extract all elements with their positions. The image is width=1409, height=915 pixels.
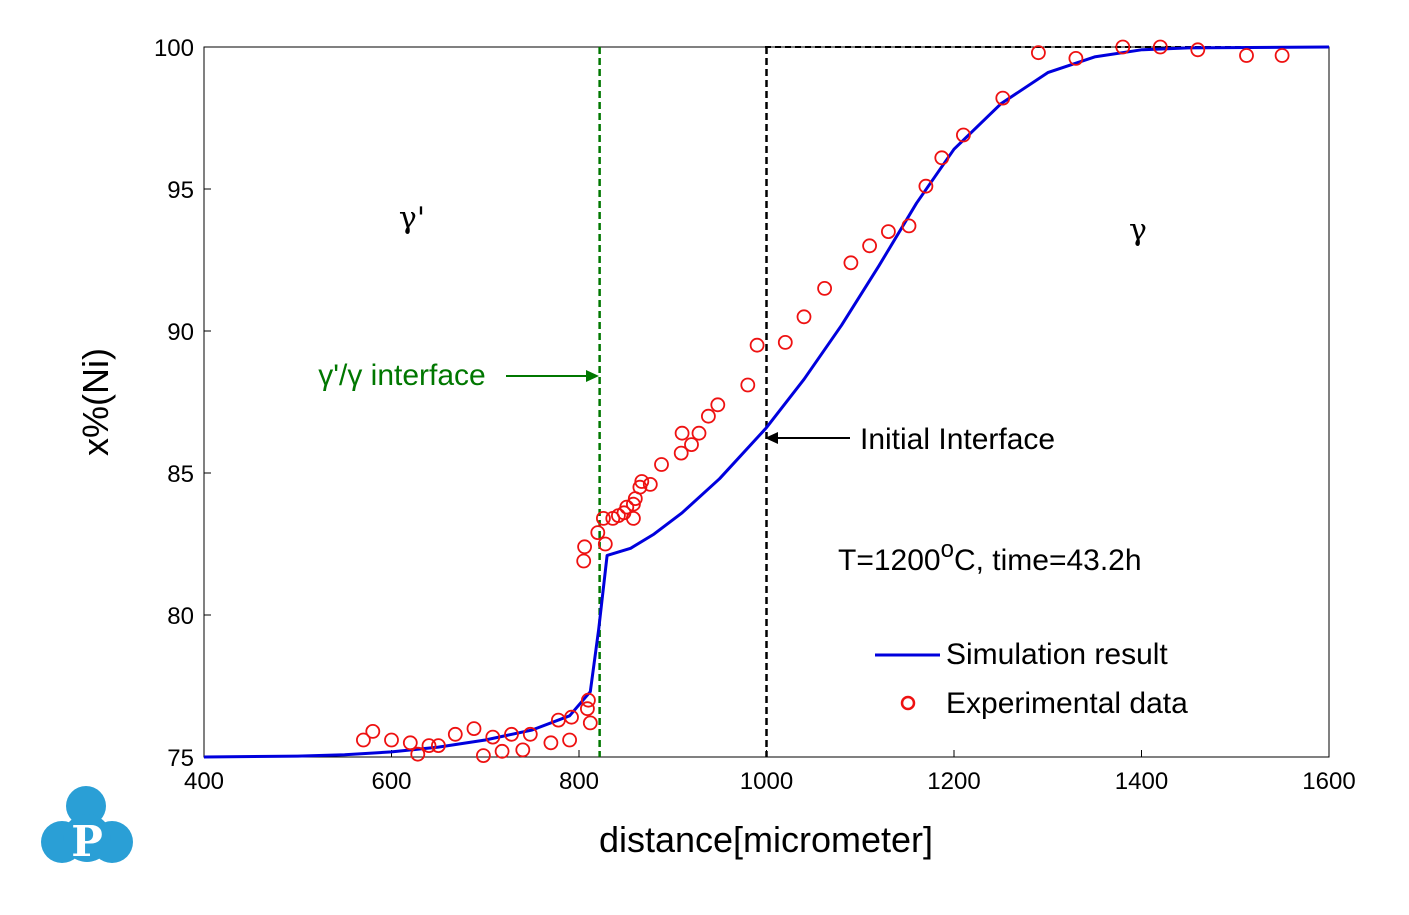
experimental-point (817, 280, 832, 296)
experimental-point (701, 408, 716, 424)
experimental-point (365, 724, 381, 739)
experimental-point (564, 709, 579, 725)
experimental-point (1115, 39, 1131, 55)
gamma-interface-label: γ'/γ interface (318, 359, 485, 392)
conditions-suffix: C, time=43.2h (954, 544, 1142, 577)
y-tick-label: 100 (154, 35, 194, 62)
x-tick-label: 400 (184, 768, 224, 795)
experimental-point (749, 337, 765, 353)
experimental-point (684, 437, 699, 453)
simulation-line (203, 45, 1330, 759)
experimental-point (642, 476, 658, 492)
y-tick-label: 90 (167, 319, 194, 346)
experimental-point (515, 742, 531, 758)
experimental-point (485, 729, 501, 745)
experimental-point (626, 511, 641, 526)
experimental-point (995, 90, 1011, 106)
experimental-point (619, 499, 635, 515)
experimental-point (901, 218, 917, 234)
conditions-label: T=1200oC, time=43.2h (838, 536, 1142, 578)
experimental-point (581, 692, 596, 708)
experimental-point (355, 732, 371, 748)
experimental-point (691, 425, 707, 441)
experimental-point (1274, 48, 1290, 63)
experimental-point (430, 738, 446, 753)
experimental-point (421, 738, 437, 753)
experimental-point (740, 377, 756, 393)
experimental-point (1190, 42, 1206, 58)
experimental-point (777, 334, 793, 350)
logo-letter: P (71, 817, 103, 866)
experimental-point (956, 127, 971, 143)
x-tick-label: 1000 (740, 768, 793, 795)
experimental-point (843, 255, 859, 271)
phase-label-gamma: γ (1129, 213, 1147, 248)
experimental-point (862, 238, 877, 254)
experimental-point (522, 726, 538, 742)
experimental-point (576, 553, 592, 569)
logo-bubble-center (63, 814, 111, 862)
experimental-point (577, 539, 592, 555)
legend: Simulation result Experimental data (875, 638, 1188, 720)
experimental-point (384, 732, 399, 748)
experimental-point (1152, 39, 1168, 55)
experimental-point (1068, 51, 1084, 66)
experimental-point (475, 748, 491, 763)
gamma-interface-arrowhead (586, 370, 599, 382)
x-tick-label: 1600 (1302, 768, 1355, 795)
y-tick-label: 85 (167, 461, 194, 488)
initial-interface-label: Initial Interface (860, 423, 1055, 456)
experimental-point (402, 735, 418, 751)
experimental-point (654, 457, 669, 472)
experimental-point (673, 445, 689, 461)
conditions-prefix: T=1200 (838, 544, 941, 577)
experimental-point (634, 474, 650, 489)
experimental-point (582, 715, 598, 731)
experimental-point (710, 397, 726, 413)
reference-lines (598, 47, 768, 757)
experimental-point (562, 732, 577, 748)
y-tick-label: 95 (167, 177, 194, 204)
y-axis-title: x%(Ni) (75, 348, 116, 456)
initial-interface-arrowhead (765, 432, 778, 444)
y-tick-label: 80 (167, 603, 194, 630)
y-tick-label: 75 (167, 745, 194, 772)
experimental-point (494, 743, 510, 759)
experimental-point (918, 178, 934, 194)
x-tick-label: 1200 (927, 768, 980, 795)
experimental-point (674, 425, 690, 441)
experimental-point (466, 721, 482, 736)
legend-label-experimental: Experimental data (946, 687, 1188, 720)
experimental-point (543, 735, 559, 751)
legend-label-simulation: Simulation result (946, 638, 1168, 671)
conditions-sup: o (941, 536, 954, 563)
phase-label-gamma-prime: γ' (399, 201, 425, 236)
experimental-point (934, 150, 950, 166)
experimental-point (1031, 45, 1046, 61)
experimental-point (580, 701, 595, 717)
axes: 400 600 800 1000 1200 1400 1600 75 80 85 90 95 100 (154, 35, 1356, 795)
experimental-point (504, 726, 519, 742)
x-tick-label: 600 (371, 768, 411, 795)
experimental-point (1239, 48, 1254, 63)
experimental-point (447, 726, 463, 742)
experimental-point (597, 536, 613, 552)
experimental-point (590, 525, 606, 540)
series-layer (203, 39, 1330, 763)
experimental-point (796, 309, 812, 325)
x-tick-label: 800 (559, 768, 599, 795)
experimental-point (410, 746, 426, 762)
x-tick-label: 1400 (1115, 768, 1168, 795)
legend-marker-swatch (900, 695, 916, 711)
experimental-point (596, 511, 611, 526)
experimental-point (881, 224, 896, 240)
x-axis-title: distance[micrometer] (599, 819, 933, 860)
company-logo: P (41, 786, 133, 866)
